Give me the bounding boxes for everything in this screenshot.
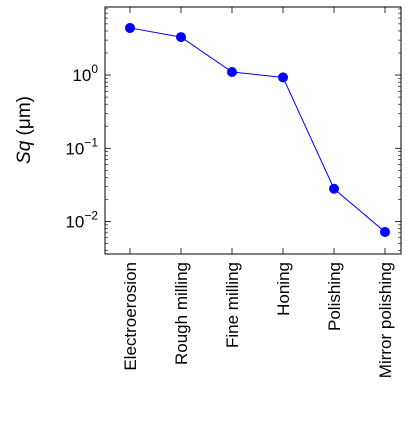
y-tick-base: 10 <box>72 66 91 85</box>
y-tick-exponent: −2 <box>84 209 98 223</box>
data-point <box>380 226 390 237</box>
data-point <box>125 22 135 33</box>
data-point <box>329 183 339 194</box>
x-tick-label: Fine milling <box>223 262 242 348</box>
y-axis-title-symbol: Sq <box>14 140 35 164</box>
y-tick-base: 10 <box>65 139 84 158</box>
plot-frame <box>104 6 402 255</box>
y-tick-label: 10−1 <box>65 135 98 158</box>
y-axis-title-unit: (μm) <box>14 96 35 141</box>
x-tick-label: Mirror polishing <box>376 262 395 378</box>
data-point <box>227 67 237 78</box>
y-tick-base: 10 <box>65 213 84 232</box>
minor-ticks <box>105 8 401 251</box>
x-tick-label: Polishing <box>325 262 344 331</box>
data-point <box>278 72 288 83</box>
y-axis-title: Sq (μm) <box>14 96 35 164</box>
y-tick-label: 10−2 <box>65 209 98 232</box>
x-tick-label: Electroerosion <box>121 262 140 371</box>
x-tick-label: Honing <box>274 262 293 316</box>
y-tick-exponent: 0 <box>91 62 98 76</box>
x-tick-labels: Electroerosion Rough milling Fine milling H… <box>121 262 395 378</box>
y-tick-label: 100 <box>72 62 98 85</box>
x-tick-label: Rough milling <box>172 262 191 365</box>
series-line <box>129 27 386 233</box>
x-ticks <box>129 7 386 254</box>
y-tick-exponent: −1 <box>84 135 98 149</box>
data-point <box>176 32 186 43</box>
major-ticks <box>105 74 401 222</box>
series-layer <box>125 22 390 237</box>
